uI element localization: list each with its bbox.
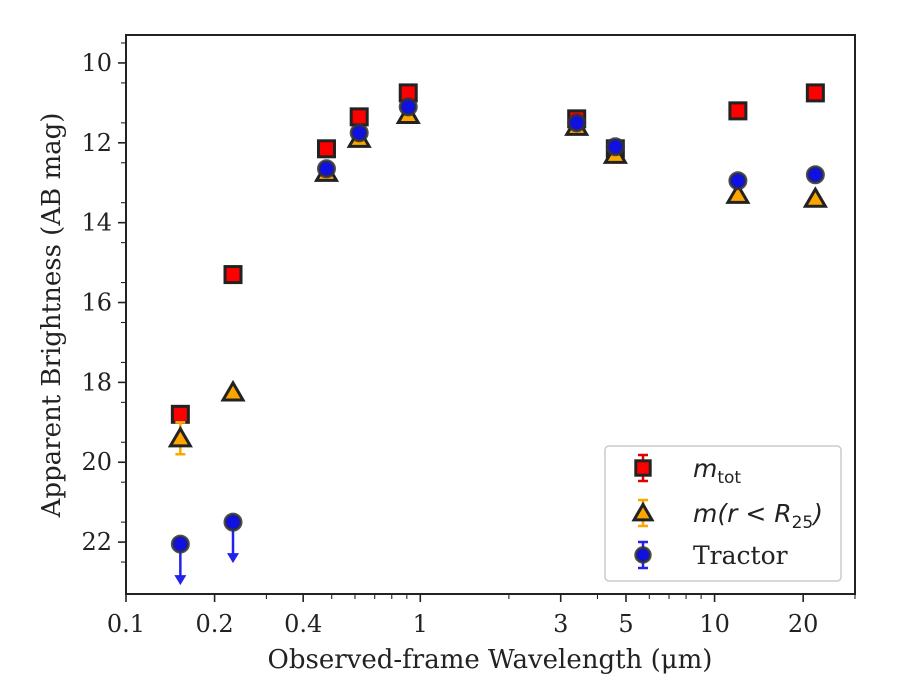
square-marker bbox=[349, 107, 369, 127]
y-tick-label: 12 bbox=[81, 129, 112, 157]
circle-marker bbox=[223, 512, 243, 532]
axis-ticks: 0.1 0.2 0.4 1 3 5 10 20 10 12 14 16 18 20 22 bbox=[81, 42, 856, 638]
circle-marker bbox=[605, 137, 625, 157]
data-point bbox=[223, 512, 243, 564]
y-tick-label: 18 bbox=[81, 368, 112, 396]
circle-marker bbox=[728, 171, 748, 191]
triangle-marker bbox=[167, 425, 193, 448]
x-tick-label: 10 bbox=[699, 610, 730, 638]
data-point bbox=[316, 159, 336, 179]
circle-marker bbox=[398, 97, 418, 117]
legend-entry: Tractor bbox=[634, 540, 788, 570]
data-point bbox=[567, 113, 587, 133]
data-point bbox=[170, 534, 190, 586]
square-marker bbox=[223, 265, 243, 285]
legend-box bbox=[604, 445, 842, 582]
circle-marker bbox=[567, 113, 587, 133]
data-point bbox=[725, 182, 751, 204]
data-point bbox=[728, 101, 748, 121]
data-point bbox=[167, 421, 193, 456]
x-tick-label: 0.1 bbox=[107, 610, 145, 638]
upper-limit-arrowhead bbox=[174, 575, 187, 586]
data-point bbox=[349, 107, 369, 127]
triangle-marker bbox=[725, 182, 751, 204]
legend-label: mtot bbox=[693, 454, 741, 488]
data-point bbox=[316, 139, 336, 159]
x-tick-label: 0.4 bbox=[284, 610, 322, 638]
data-point bbox=[220, 379, 246, 402]
data-point bbox=[170, 404, 190, 424]
x-tick-label: 20 bbox=[788, 610, 819, 638]
square-marker bbox=[170, 404, 190, 424]
x-tick-label: 5 bbox=[618, 610, 633, 638]
y-tick-label: 20 bbox=[81, 448, 112, 476]
square-marker bbox=[316, 139, 336, 159]
data-point bbox=[398, 97, 418, 117]
triangle-marker bbox=[802, 186, 828, 208]
data-point bbox=[805, 165, 825, 185]
data-marks bbox=[167, 83, 828, 586]
legend-entry: m(r < R25) bbox=[631, 498, 823, 533]
y-tick-label: 10 bbox=[81, 49, 112, 77]
data-point bbox=[605, 137, 625, 157]
square-marker bbox=[805, 83, 825, 103]
circle-marker bbox=[170, 534, 190, 554]
x-tick-label: 1 bbox=[413, 610, 428, 638]
upper-limit-arrowhead bbox=[227, 553, 240, 564]
x-tick-label: 3 bbox=[553, 610, 568, 638]
triangle-marker bbox=[631, 501, 655, 522]
circle-marker bbox=[349, 123, 369, 143]
square-marker bbox=[634, 459, 652, 477]
x-axis-label: Observed-frame Wavelength (μm) bbox=[268, 645, 713, 675]
circle-marker bbox=[805, 165, 825, 185]
legend-label: m(r < R25) bbox=[693, 499, 823, 533]
triangle-marker bbox=[220, 379, 246, 402]
y-tick-label: 16 bbox=[81, 289, 112, 317]
plot-frame bbox=[125, 34, 856, 595]
legend: mtot m(r < R25) Tractor bbox=[604, 445, 842, 582]
data-point bbox=[802, 186, 828, 208]
data-point bbox=[805, 83, 825, 103]
x-tick-label: 0.2 bbox=[196, 610, 234, 638]
circle-marker bbox=[634, 546, 652, 564]
legend-label: Tractor bbox=[693, 541, 788, 570]
y-tick-label: 22 bbox=[81, 528, 112, 556]
circle-marker bbox=[316, 159, 336, 179]
data-point bbox=[223, 265, 243, 285]
square-marker bbox=[728, 101, 748, 121]
legend-entry: mtot bbox=[634, 453, 741, 488]
y-axis-label: Apparent Brightness (AB mag) bbox=[37, 113, 67, 519]
data-point bbox=[728, 171, 748, 191]
data-point bbox=[349, 123, 369, 143]
y-tick-label: 14 bbox=[81, 209, 112, 237]
